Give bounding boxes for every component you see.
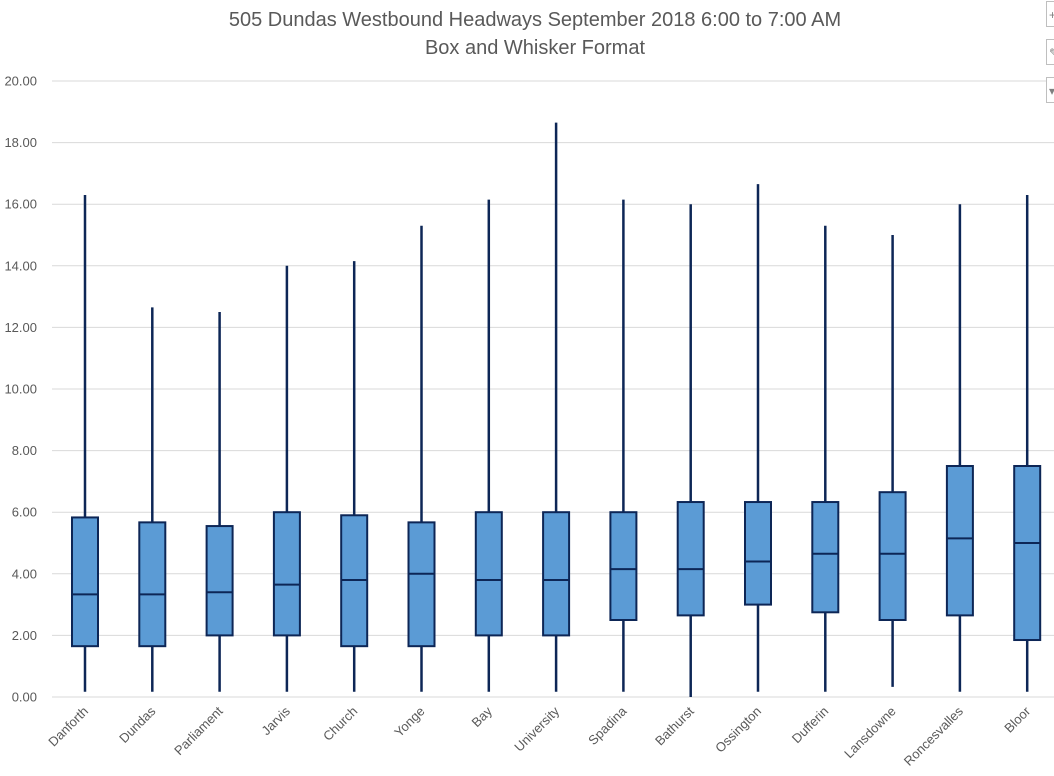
box (744, 501, 772, 606)
brush-icon: ✎ (1049, 46, 1054, 60)
x-tick-label: Bathurst (652, 703, 697, 748)
plus-icon: + (1049, 8, 1054, 22)
y-tick-label: 14.00 (4, 258, 37, 273)
chart-filters-button[interactable]: ▾ (1046, 77, 1054, 103)
y-tick-label: 0.00 (12, 690, 37, 705)
box (676, 501, 705, 617)
x-tick-label: Bloor (1001, 703, 1034, 736)
x-tick-label: Bay (468, 703, 495, 730)
boxes (71, 122, 1042, 697)
box-roncesvalles (945, 204, 974, 692)
box (811, 501, 840, 614)
box-university (542, 122, 571, 692)
y-tick-label: 6.00 (12, 505, 37, 520)
x-tick-label: Dufferin (789, 704, 832, 747)
y-tick-label: 10.00 (4, 382, 37, 397)
filter-icon: ▾ (1049, 84, 1054, 98)
box-dufferin (811, 225, 840, 692)
box-jarvis (272, 265, 301, 692)
x-tick-label: Jarvis (258, 703, 293, 738)
y-tick-label: 20.00 (4, 74, 37, 89)
box (945, 465, 974, 617)
y-tick-label: 2.00 (12, 628, 37, 643)
chart-elements-button[interactable]: + (1046, 1, 1054, 27)
x-tick-label: University (511, 703, 562, 754)
x-tick-label: Yonge (391, 704, 427, 740)
chart-title: 505 Dundas Westbound Headways September … (228, 9, 842, 31)
chart-styles-button[interactable]: ✎ (1046, 39, 1054, 65)
box-bloor (1013, 194, 1042, 692)
box (71, 516, 99, 648)
box (542, 511, 571, 637)
box-yonge (407, 225, 436, 692)
box (1013, 465, 1042, 642)
box-bathurst (676, 204, 705, 697)
box (407, 521, 436, 648)
y-tick-label: 4.00 (12, 566, 37, 581)
box-danforth (71, 194, 99, 692)
y-axis-ticks: 0.00 2.00 4.00 6.00 8.00 10.00 12.00 14.00 16.00… (4, 74, 37, 705)
y-tick-label: 18.00 (4, 135, 37, 150)
box-lansdowne (878, 235, 907, 687)
y-tick-label: 12.00 (4, 320, 37, 335)
box (878, 491, 907, 621)
x-tick-label: Dundas (116, 703, 159, 746)
y-tick-label: 8.00 (12, 443, 37, 458)
box-spadina (609, 199, 638, 692)
box (609, 511, 638, 622)
box-dundas (138, 307, 167, 692)
x-tick-label: Roncesvalles (901, 703, 967, 769)
box-parliament (205, 312, 234, 692)
box (205, 525, 234, 637)
box (474, 511, 503, 637)
x-tick-label: Danforth (45, 704, 91, 750)
chart-subtitle: Box and Whisker Format (424, 37, 646, 59)
x-tick-label: Ossington (712, 704, 764, 756)
x-axis-ticks: Danforth Dundas Parliament Jarvis Church Yong… (45, 703, 1034, 769)
box (138, 521, 167, 648)
box-church (340, 261, 369, 692)
box (272, 511, 301, 637)
y-tick-label: 16.00 (4, 197, 37, 212)
box-ossington (744, 184, 772, 692)
x-tick-label: Parliament (171, 703, 226, 758)
box-bay (474, 199, 503, 692)
x-tick-label: Church (320, 704, 360, 744)
x-tick-label: Lansdowne (841, 704, 899, 762)
x-tick-label: Spadina (585, 703, 630, 748)
